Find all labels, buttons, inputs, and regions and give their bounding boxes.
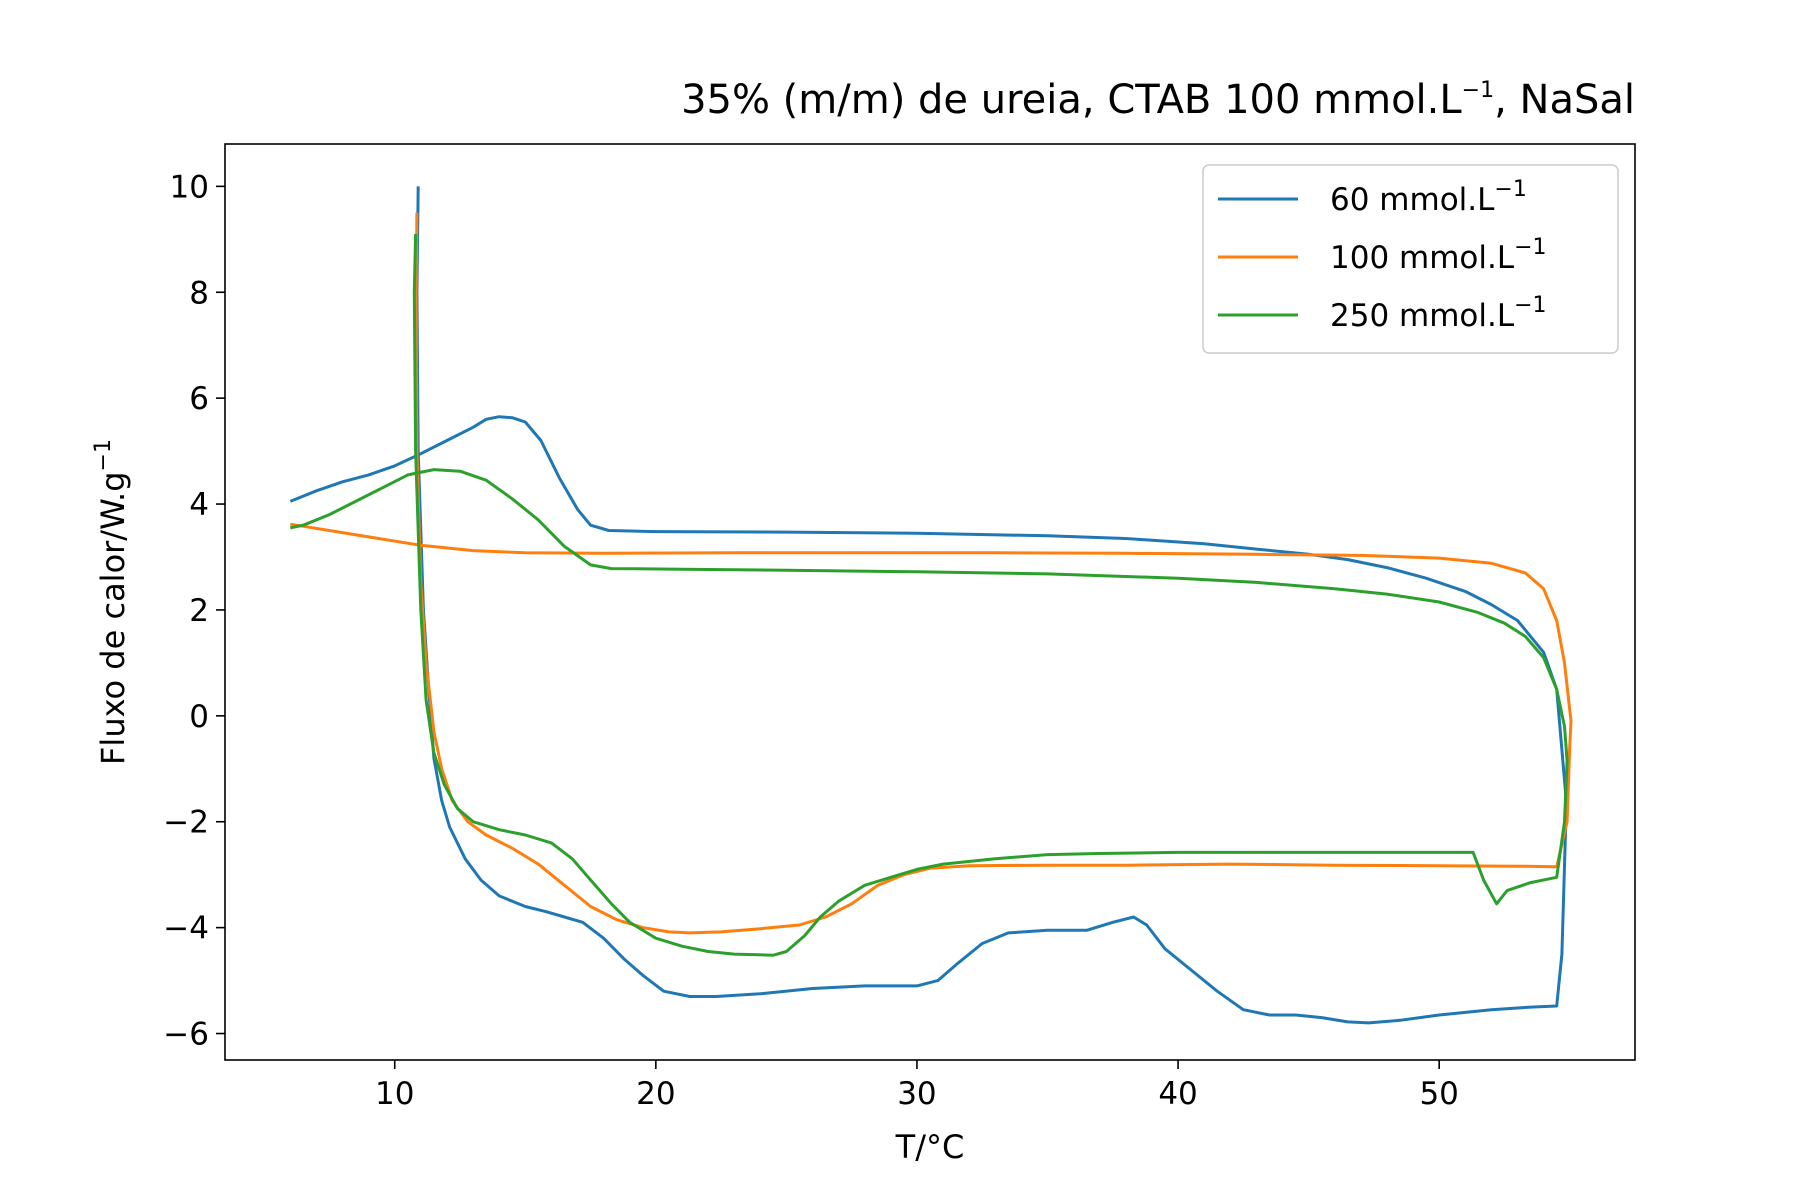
x-tick-label: 50 [1419, 1076, 1458, 1112]
x-tick-label: 30 [897, 1076, 936, 1112]
x-axis: 10 20 30 40 50 [375, 1060, 1459, 1112]
series-line-1 [290, 212, 1573, 935]
y-tick-label: 10 [170, 169, 209, 205]
y-tick-label: −4 [163, 911, 209, 947]
legend-label-250: 250 mmol.L−1 [1330, 293, 1547, 334]
legend: 60 mmol.L−1 100 mmol.L−1 250 mmol.L−1 [1202, 164, 1619, 354]
legend-label-100: 100 mmol.L−1 [1330, 235, 1547, 276]
y-tick-label: 8 [189, 275, 209, 311]
x-tick-label: 20 [636, 1076, 675, 1112]
legend-box [1202, 164, 1619, 354]
plot-frame [224, 143, 1636, 1061]
y-axis: 10 8 6 4 2 0 −2 −4 −6 [163, 169, 225, 1053]
y-tick-label: 6 [189, 381, 209, 417]
x-axis-label: T/°C [895, 1128, 965, 1166]
y-tick-label: −6 [163, 1017, 209, 1053]
y-tick-label: 2 [189, 593, 209, 629]
plot-lines [289, 186, 1573, 1025]
x-tick-label: 40 [1158, 1076, 1197, 1112]
y-tick-label: 4 [189, 487, 209, 523]
x-tick-label: 10 [375, 1076, 414, 1112]
y-axis-label: Fluxo de calor/W.g−1 [91, 439, 132, 765]
y-tick-label: −2 [163, 805, 209, 841]
series-line-0 [289, 186, 1568, 1025]
legend-label-60: 60 mmol.L−1 [1330, 177, 1527, 218]
series-line-2 [289, 233, 1569, 957]
y-tick-label: 0 [189, 699, 209, 735]
chart-title: 35% (m/m) de ureia, CTAB 100 mmol.L−1, N… [681, 77, 1635, 123]
